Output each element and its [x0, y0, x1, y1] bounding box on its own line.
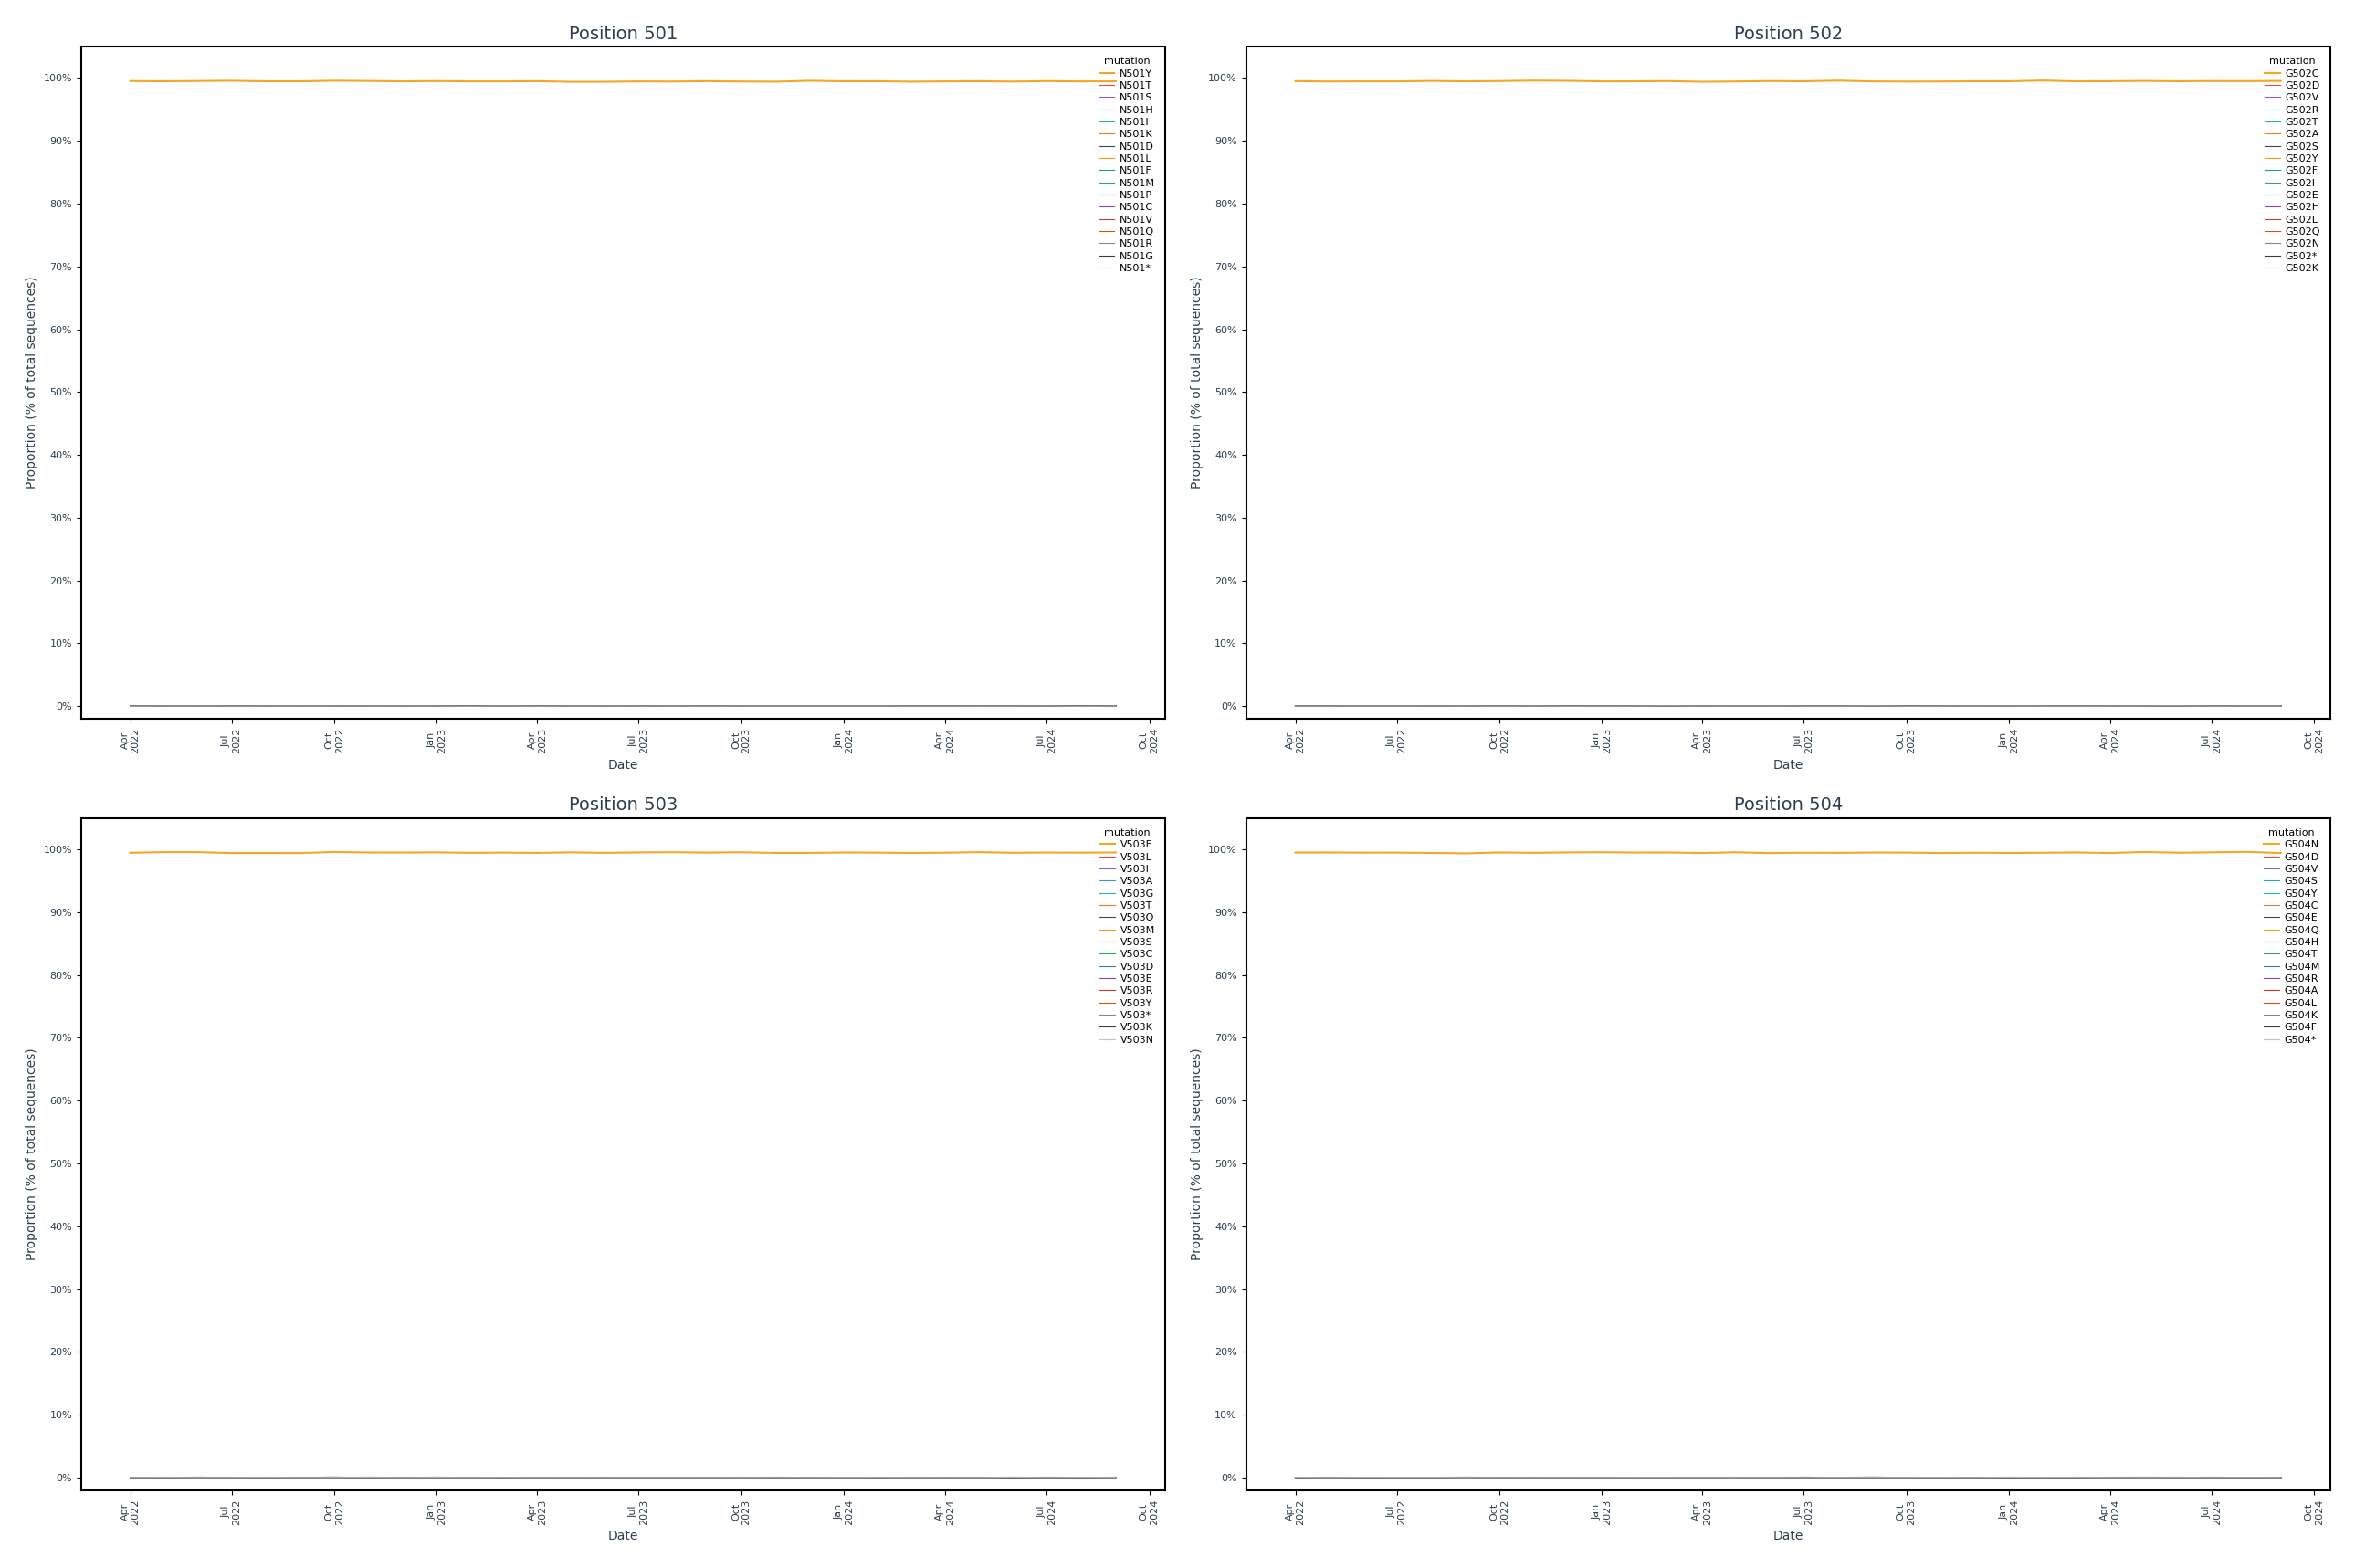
X-axis label: Date: Date	[1773, 759, 1804, 771]
Legend: G502C, G502D, G502V, G502R, G502T, G502A, G502S, G502Y, G502F, G502I, G502E, G50: G502C, G502D, G502V, G502R, G502T, G502A…	[2258, 52, 2324, 278]
Y-axis label: Proportion (% of total sequences): Proportion (% of total sequences)	[1189, 276, 1203, 489]
X-axis label: Date: Date	[1773, 1530, 1804, 1543]
Legend: G504N, G504D, G504V, G504S, G504Y, G504C, G504E, G504Q, G504H, G504T, G504M, G50: G504N, G504D, G504V, G504S, G504Y, G504C…	[2258, 823, 2324, 1049]
Y-axis label: Proportion (% of total sequences): Proportion (% of total sequences)	[26, 1047, 38, 1261]
Y-axis label: Proportion (% of total sequences): Proportion (% of total sequences)	[1189, 1047, 1203, 1261]
X-axis label: Date: Date	[608, 759, 638, 771]
X-axis label: Date: Date	[608, 1530, 638, 1543]
Legend: V503F, V503L, V503I, V503A, V503G, V503T, V503Q, V503M, V503S, V503C, V503D, V50: V503F, V503L, V503I, V503A, V503G, V503T…	[1095, 823, 1159, 1049]
Title: Position 503: Position 503	[568, 797, 678, 814]
Legend: N501Y, N501T, N501S, N501H, N501I, N501K, N501D, N501L, N501F, N501M, N501P, N50: N501Y, N501T, N501S, N501H, N501I, N501K…	[1093, 52, 1159, 278]
Y-axis label: Proportion (% of total sequences): Proportion (% of total sequences)	[26, 276, 38, 489]
Title: Position 502: Position 502	[1733, 25, 1842, 42]
Title: Position 501: Position 501	[568, 25, 678, 42]
Title: Position 504: Position 504	[1733, 797, 1842, 814]
